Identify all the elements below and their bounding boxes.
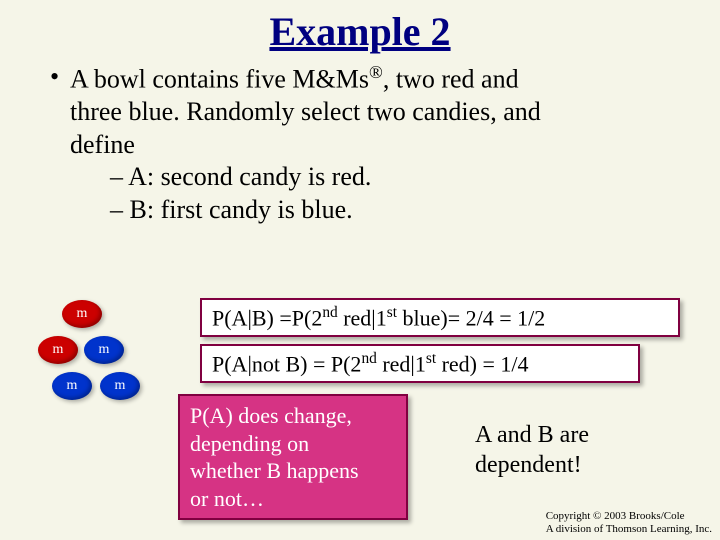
f2-sup1: nd — [361, 350, 376, 367]
sub-item-b: – B: first candy is blue. — [70, 194, 541, 227]
f2-post: red) = 1/4 — [436, 351, 528, 376]
pink-l4: or not… — [190, 486, 264, 511]
f2-pre: P(A|not B) = P(2 — [212, 351, 361, 376]
candy-icon: m — [84, 336, 124, 364]
candy-icon: m — [38, 336, 78, 364]
body-line3: define — [70, 130, 135, 159]
body-line2: three blue. Randomly select two candies,… — [70, 97, 541, 126]
f2-sup2: st — [426, 350, 436, 367]
sub-item-a: – A: second candy is red. — [70, 161, 541, 194]
pink-l1: P(A) does change, — [190, 403, 352, 428]
formula-box-2: P(A|not B) = P(2nd red|1st red) = 1/4 — [200, 344, 640, 383]
reg-mark: ® — [369, 62, 383, 82]
candy-icon: m — [52, 372, 92, 400]
body-text: • A bowl contains five M&Ms®, two red an… — [0, 55, 720, 226]
bullet-mark: • — [50, 61, 70, 226]
f1-pre: P(A|B) =P(2 — [212, 305, 322, 330]
body-line1b: , two red and — [383, 65, 519, 94]
dep-l1: A and B are — [475, 422, 589, 448]
dep-l2: dependent! — [475, 452, 582, 478]
dependent-text: A and B are dependent! — [475, 420, 589, 480]
copyright-text: Copyright © 2003 Brooks/Cole A division … — [546, 510, 712, 536]
slide-title: Example 2 — [0, 0, 720, 55]
formula-box-1: P(A|B) =P(2nd red|1st blue)= 2/4 = 1/2 — [200, 298, 680, 337]
pink-l3: whether B happens — [190, 458, 359, 483]
body-line1a: A bowl contains five M&Ms — [70, 65, 369, 94]
pink-conclusion-box: P(A) does change, depending on whether B… — [178, 394, 408, 520]
f1-post: blue)= 2/4 = 1/2 — [397, 305, 545, 330]
pink-l2: depending on — [190, 431, 309, 456]
f1-sup2: st — [387, 304, 397, 321]
candy-icon: m — [100, 372, 140, 400]
f2-mid: red|1 — [377, 351, 426, 376]
copy-l2: A division of Thomson Learning, Inc. — [546, 523, 712, 535]
f1-sup1: nd — [322, 304, 337, 321]
f1-mid: red|1 — [338, 305, 387, 330]
candies-diagram: mmmmm — [28, 300, 168, 420]
copy-l1: Copyright © 2003 Brooks/Cole — [546, 510, 685, 522]
candy-icon: m — [62, 300, 102, 328]
